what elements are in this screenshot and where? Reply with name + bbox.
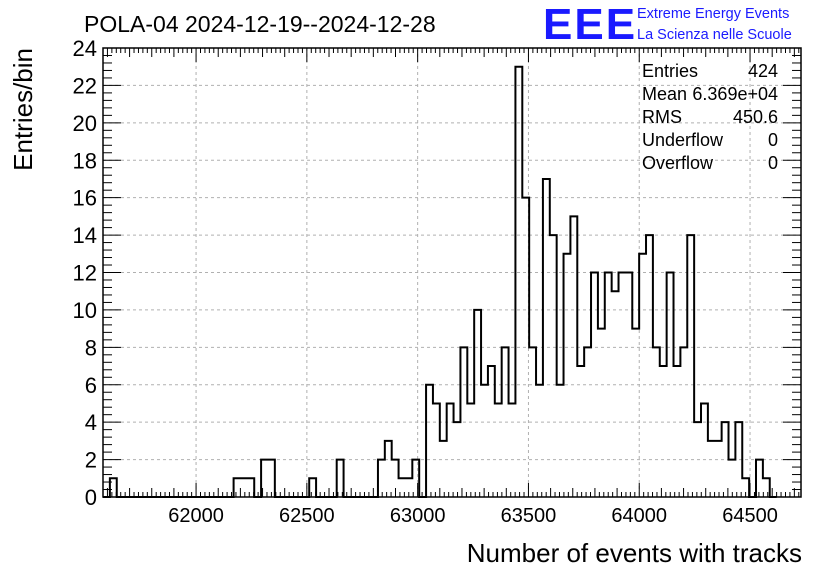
y-axis-label: Entries/bin: [8, 48, 38, 171]
x-tick-label-4: 64000: [611, 505, 667, 527]
stats-label-entries: Entries: [642, 61, 698, 81]
logo-mark: EEE: [543, 0, 637, 49]
axis-ticks: [102, 47, 801, 498]
histogram-outline: [103, 65, 777, 498]
chart-title: POLA-04 2024-12-19--2024-12-28: [84, 11, 436, 37]
stats-value-underflow: 0: [768, 130, 778, 150]
stats-label-overflow: Overflow: [642, 153, 714, 173]
y-tick-label-7: 14: [73, 223, 97, 248]
y-tick-label-2: 4: [85, 410, 97, 435]
logo-line1: Extreme Energy Events: [637, 6, 789, 22]
stats-label-underflow: Underflow: [642, 130, 724, 150]
stats-value-mean: 6.369e+04: [692, 84, 778, 104]
stats-value-entries: 424: [748, 61, 778, 81]
y-tick-label-10: 20: [73, 111, 97, 136]
y-tick-label-5: 10: [73, 298, 97, 323]
stats-value-overflow: 0: [768, 153, 778, 173]
y-tick-label-11: 22: [73, 73, 97, 98]
x-tick-label-0: 62000: [168, 505, 224, 527]
y-tick-label-12: 24: [73, 36, 97, 61]
y-tick-label-3: 6: [85, 373, 97, 398]
eee-logo: EEE Extreme Energy Events La Scienza nel…: [543, 0, 792, 49]
logo-line2: La Scienza nelle Scuole: [637, 27, 792, 43]
x-tick-label-2: 63000: [390, 505, 446, 527]
x-axis-label: Number of events with tracks: [467, 538, 802, 568]
x-tick-label-3: 63500: [501, 505, 557, 527]
x-tick-label-1: 62500: [279, 505, 335, 527]
y-tick-label-8: 16: [73, 186, 97, 211]
stats-value-rms: 450.6: [733, 107, 778, 127]
stats-box: Entries 424 Mean 6.369e+04 RMS 450.6 Underflow…: [642, 61, 778, 173]
y-tick-label-4: 8: [85, 335, 97, 360]
y-tick-label-6: 12: [73, 261, 97, 286]
stats-label-mean: Mean: [642, 84, 687, 104]
y-tick-label-9: 18: [73, 148, 97, 173]
x-tick-label-5: 64500: [722, 505, 778, 527]
y-tick-label-1: 2: [85, 448, 97, 473]
x-tick-labels: 62000 62500 63000 63500 64000 64500: [168, 505, 778, 527]
grid-lines: [103, 48, 801, 497]
y-tick-label-0: 0: [85, 485, 97, 510]
stats-label-rms: RMS: [642, 107, 682, 127]
